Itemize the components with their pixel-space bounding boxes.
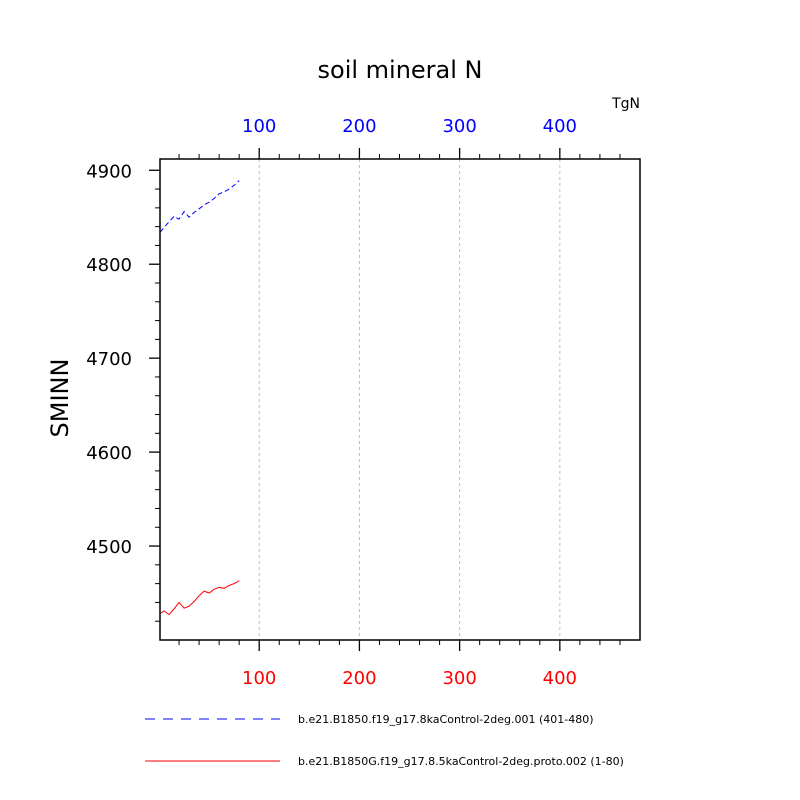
x-top-tick-label: 200 bbox=[342, 116, 376, 137]
x-top-tick-label: 400 bbox=[543, 116, 577, 137]
series-line-2 bbox=[159, 580, 240, 616]
x-bottom-tick-label: 300 bbox=[442, 668, 476, 689]
plot-frame bbox=[159, 158, 641, 641]
y-tick-label: 4600 bbox=[86, 443, 132, 464]
legend: b.e21.B1850.f19_g17.8kaControl-2deg.001 … bbox=[145, 713, 624, 768]
legend-label-2: b.e21.B1850G.f19_g17.8.5kaControl-2deg.p… bbox=[298, 755, 624, 768]
x-bottom-tick-label: 400 bbox=[543, 668, 577, 689]
x-top-tick-label: 300 bbox=[442, 116, 476, 137]
y-axis-label: SMINN bbox=[46, 359, 74, 438]
y-tick-label: 4500 bbox=[86, 537, 132, 558]
x-top-tick-label: 100 bbox=[242, 116, 276, 137]
chart-title: soil mineral N bbox=[318, 56, 483, 84]
y-tick-label: 4900 bbox=[86, 161, 132, 182]
series-line-1 bbox=[159, 180, 240, 233]
y-tick-label: 4700 bbox=[86, 349, 132, 370]
grid-lines bbox=[258, 159, 561, 640]
x-bottom-tick-label: 100 bbox=[242, 668, 276, 689]
plot-lines bbox=[159, 180, 240, 616]
axes: 100 200 300 400 100 200 300 400 4500 4600 4700 4800… bbox=[86, 116, 641, 689]
legend-label-1: b.e21.B1850.f19_g17.8kaControl-2deg.001 … bbox=[298, 713, 594, 726]
x-bottom-tick-label: 200 bbox=[342, 668, 376, 689]
y-tick-label: 4800 bbox=[86, 255, 132, 276]
units-label: TgN bbox=[611, 96, 640, 112]
